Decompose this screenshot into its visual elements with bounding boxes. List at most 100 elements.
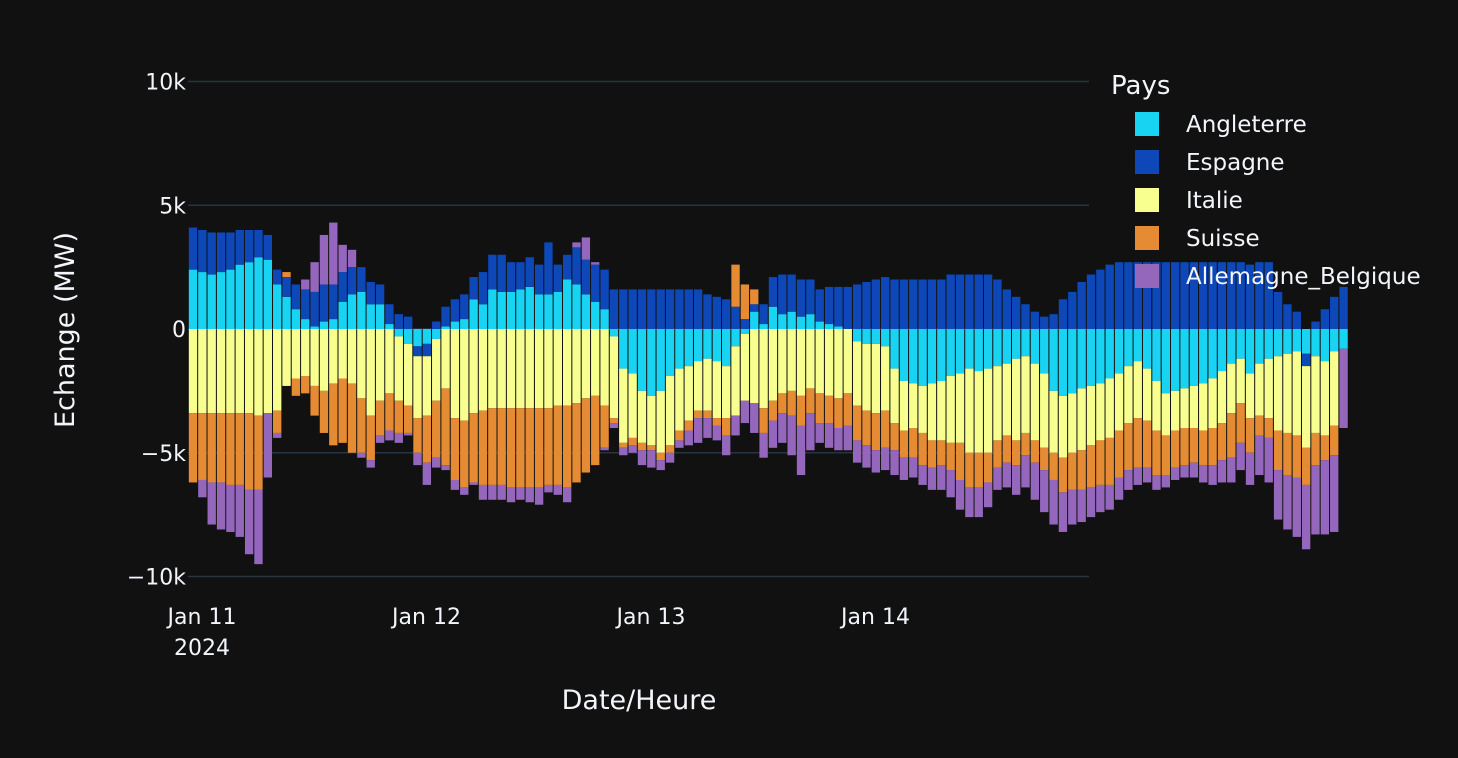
bar-segment: [1040, 470, 1049, 513]
bar-segment: [637, 390, 647, 443]
bar-segment: [357, 452, 366, 458]
bar-segment: [1217, 262, 1227, 329]
bar-segment: [1199, 262, 1208, 329]
bar-segment: [572, 329, 581, 404]
bar-segment: [1320, 309, 1330, 329]
bar-segment: [366, 460, 375, 468]
bar-segment: [506, 329, 516, 409]
bar-segment: [375, 435, 385, 443]
y-tick-label: 5k: [159, 194, 186, 219]
bar-segment: [1011, 329, 1021, 359]
bar-segment: [1161, 329, 1171, 394]
bar-segment: [731, 264, 740, 307]
bar-segment: [516, 487, 525, 500]
bar-segment: [375, 284, 385, 305]
bar-segment: [909, 428, 918, 458]
bar-segment: [871, 279, 881, 329]
bar-segment: [198, 272, 207, 329]
bar-segment: [1264, 358, 1273, 419]
bar-segment: [413, 418, 422, 453]
bar-segment: [282, 329, 291, 386]
bar-segment: [656, 289, 665, 329]
bar-segment: [974, 371, 983, 453]
bar-segment: [1021, 432, 1030, 456]
bar-segment: [693, 418, 703, 443]
bar-segment: [890, 279, 899, 329]
bar-segment: [385, 430, 394, 441]
bar-segment: [1171, 390, 1180, 431]
bar-segment: [366, 415, 375, 461]
bar-segment: [506, 487, 516, 503]
y-tick-label: 10k: [145, 71, 186, 96]
bar-segment: [955, 479, 965, 510]
bar-segment: [254, 489, 263, 565]
bar-segment: [1339, 329, 1348, 349]
bar-segment: [1189, 428, 1199, 463]
bar-segment: [310, 291, 319, 327]
bar-segment: [806, 314, 815, 329]
bar-segment: [927, 279, 937, 329]
bar-segment: [684, 366, 693, 421]
bar-segment: [478, 304, 488, 329]
x-tick-label: Jan 14: [839, 605, 910, 630]
bar-segment: [637, 289, 647, 329]
bar-segment: [282, 277, 291, 297]
bar-segment: [329, 383, 338, 446]
bar-segment: [497, 408, 506, 485]
bar-segment: [965, 452, 974, 488]
bar-segment: [310, 329, 319, 386]
bar-segment: [1142, 262, 1152, 329]
bar-segment: [871, 343, 881, 414]
bar-segment: [413, 452, 422, 466]
bar-segment: [188, 269, 198, 329]
bar-segment: [1133, 418, 1142, 468]
bar-segment: [553, 484, 562, 495]
bar-segment: [712, 425, 722, 441]
bar-segment: [347, 267, 357, 295]
bar-segment: [1086, 329, 1096, 386]
bar-segment: [1320, 435, 1330, 461]
bar-segment: [778, 413, 787, 443]
bar-segment: [1077, 329, 1086, 389]
bar-segment: [1311, 321, 1320, 329]
x-axis-title: Date/Heure: [562, 685, 717, 716]
bar-segment: [1217, 423, 1227, 461]
bar-segment: [375, 329, 385, 401]
bar-segment: [619, 447, 628, 456]
bar-segment: [647, 450, 656, 468]
bar-segment: [806, 388, 815, 414]
bar-segment: [722, 299, 731, 329]
bar-segment: [955, 373, 965, 443]
bar-segment: [1030, 462, 1040, 500]
bar-segment: [937, 329, 946, 381]
bar-segment: [1273, 329, 1283, 357]
bar-segment: [993, 440, 1002, 468]
bar-segment: [525, 286, 534, 329]
bar-segment: [562, 254, 572, 280]
bar-segment: [572, 247, 581, 285]
bar-segment: [1245, 418, 1255, 453]
bar-segment: [1086, 385, 1096, 446]
bar-segment: [1049, 390, 1058, 453]
x-axis-tick-labels: Jan 11 2024 Jan 12 Jan 13 Jan 14: [166, 605, 910, 661]
bar-segment: [207, 274, 216, 329]
bar-segment: [647, 395, 656, 446]
bar-segment: [983, 452, 993, 483]
bar-segment: [918, 432, 927, 466]
bar-segment: [413, 346, 422, 357]
bar-segment: [1236, 442, 1245, 471]
bar-segment: [665, 376, 675, 446]
bar-segment: [1152, 262, 1161, 329]
bar-segment: [1114, 262, 1124, 329]
bar-segment: [918, 279, 927, 329]
bar-segment: [1058, 457, 1068, 493]
bar-segment: [581, 398, 591, 473]
bar-segment: [1114, 477, 1124, 500]
bar-segment: [497, 484, 506, 500]
bar-segment: [1189, 385, 1199, 428]
bar-segment: [1264, 437, 1273, 483]
bar-segment: [656, 390, 665, 453]
bar-segment: [1227, 262, 1236, 329]
legend-label: Allemagne_Belgique: [1186, 264, 1421, 290]
bar-segment: [600, 309, 609, 329]
